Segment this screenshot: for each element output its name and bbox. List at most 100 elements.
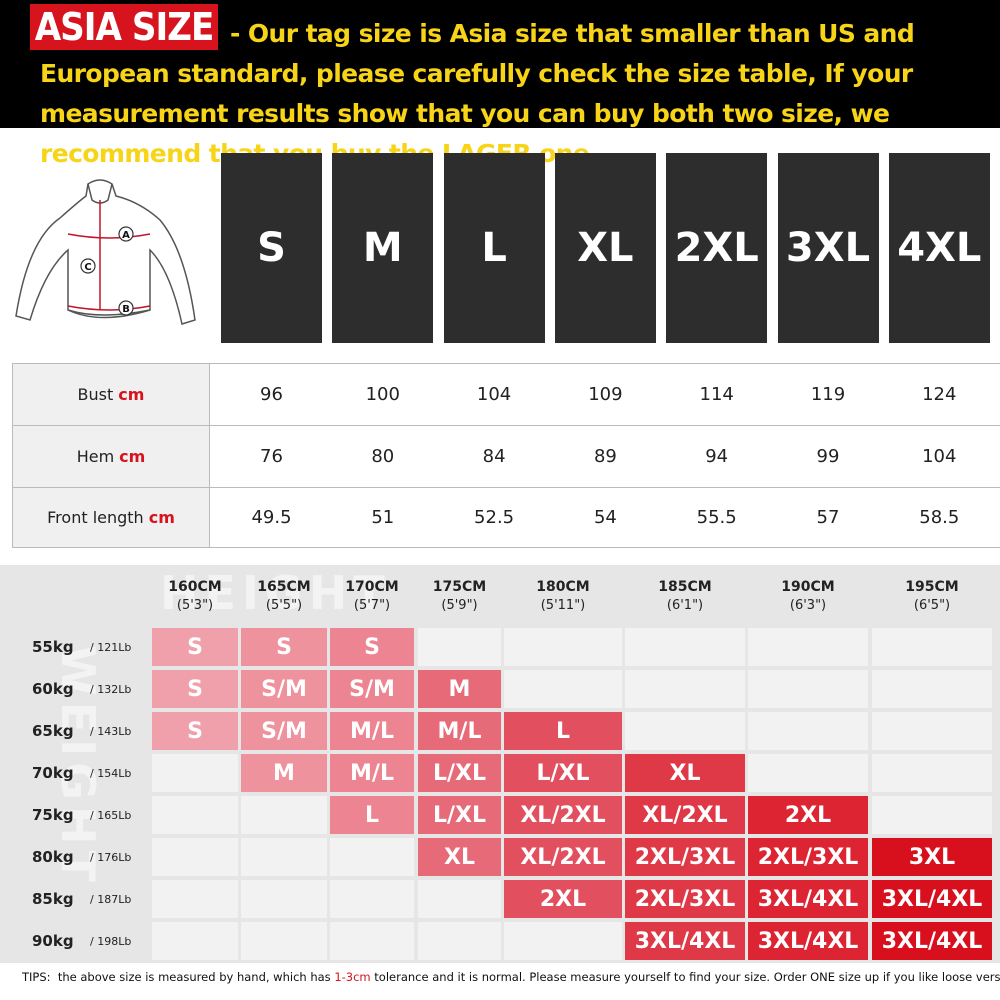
measure-value: 100: [365, 383, 400, 405]
size-cell: 2XL/3XL: [625, 880, 745, 918]
measure-value: 51: [371, 506, 395, 528]
height-ft: (5'11"): [540, 598, 586, 613]
table-line: [210, 547, 1000, 548]
size-box: S: [221, 153, 322, 343]
size-box: L: [443, 153, 545, 343]
size-cell: 2XL/3XL: [748, 838, 868, 876]
size-cell: [330, 880, 414, 918]
weight-lb: / 176Lb: [90, 851, 132, 864]
size-cell: L/XL: [418, 754, 501, 792]
measure-value: 94: [705, 445, 729, 467]
size-cell: XL/2XL: [504, 838, 622, 876]
measure-value: 89: [593, 445, 617, 467]
size-cell: [872, 754, 992, 792]
diagram-label: A: [122, 230, 130, 241]
size-cell: 2XL: [504, 880, 622, 918]
tips-text: tolerance and it is normal. Please measu…: [370, 970, 1000, 984]
size-cell: XL/2XL: [625, 796, 745, 834]
weight-lb: / 121Lb: [90, 641, 132, 654]
size-cell: [152, 796, 238, 834]
size-cell: [872, 670, 992, 708]
weight-lb: / 187Lb: [90, 893, 132, 906]
size-cell: [418, 628, 501, 666]
tips-text: TIPS: the above size is measured by hand…: [22, 970, 335, 984]
measure-label: Front length cm: [12, 487, 210, 548]
measure-label: Hem cm: [12, 425, 210, 488]
measure-name: Bust: [77, 385, 114, 404]
height-cm: 160CM: [168, 579, 222, 595]
measure-value: 104: [922, 445, 957, 467]
size-cell: S/M: [330, 670, 414, 708]
measure-value: 52.5: [474, 506, 515, 528]
measure-value: 84: [482, 445, 506, 467]
table-line: [210, 487, 1000, 488]
size-cell: L/XL: [504, 754, 622, 792]
size-cell: 2XL/3XL: [625, 838, 745, 876]
diagram-label: C: [84, 262, 91, 273]
size-cell: [330, 922, 414, 960]
measure-value: 124: [922, 383, 957, 405]
height-cm: 180CM: [536, 579, 590, 595]
table-line: [210, 425, 1000, 426]
weight-lb: / 198Lb: [90, 935, 132, 948]
size-cell: [872, 628, 992, 666]
height-ft: (5'3"): [176, 598, 214, 613]
size-cell: [241, 922, 327, 960]
measure-value: 104: [476, 383, 512, 405]
measure-unit: cm: [119, 447, 146, 466]
table-line: [210, 363, 1000, 364]
size-cell: 3XL: [872, 838, 992, 876]
size-cell: [625, 628, 745, 666]
size-cell: S: [330, 628, 414, 666]
size-cell: L: [330, 796, 414, 834]
size-cell: S/M: [241, 712, 327, 750]
size-cell: [152, 922, 238, 960]
measure-value: 119: [810, 383, 846, 405]
size-cell: XL/2XL: [504, 796, 622, 834]
size-cell: S/M: [241, 670, 327, 708]
size-box: 2XL: [666, 153, 768, 343]
size-cell: [152, 838, 238, 876]
size-cell: M/L: [330, 754, 414, 792]
size-cell: XL: [625, 754, 745, 792]
weight-lb: / 154Lb: [90, 767, 132, 780]
size-cell: [504, 922, 622, 960]
weight-kg: 55kg: [32, 638, 74, 656]
measure-unit: cm: [118, 385, 145, 404]
height-cm: 175CM: [432, 579, 487, 595]
size-cell: [330, 838, 414, 876]
weight-lb: / 132Lb: [90, 683, 132, 696]
size-cell: [152, 880, 238, 918]
tips: TIPS: the above size is measured by hand…: [22, 970, 1000, 984]
size-cell: [418, 880, 501, 918]
size-box: M: [332, 153, 434, 343]
height-ft: (6'3"): [789, 598, 827, 613]
watermark: HEIGHT: [160, 566, 391, 620]
size-cell: [748, 712, 868, 750]
size-cell: M: [418, 670, 501, 708]
height-cm: 190CM: [781, 579, 835, 595]
size-cell: [241, 838, 327, 876]
weight-kg: 85kg: [32, 890, 74, 908]
size-cell: 3XL/4XL: [872, 880, 992, 918]
size-cell: [504, 628, 622, 666]
size-box: 4XL: [888, 153, 990, 343]
size-cell: S: [152, 628, 238, 666]
weight-kg: 70kg: [32, 764, 74, 782]
size-box: 3XL: [777, 153, 879, 343]
weight-kg: 75kg: [32, 806, 74, 824]
measure-value: 96: [260, 383, 283, 405]
diagram-label: B: [122, 304, 130, 315]
measure-value: 57: [816, 506, 840, 528]
weight-lb: / 165Lb: [90, 809, 132, 822]
size-cell: L: [504, 712, 622, 750]
weight-lb: / 143Lb: [90, 725, 132, 738]
height-ft: (5'9"): [441, 598, 478, 613]
size-cell: M/L: [418, 712, 501, 750]
height-ft: (5'5"): [265, 598, 303, 613]
weight-kg: 90kg: [32, 932, 74, 950]
size-cell: M/L: [330, 712, 414, 750]
size-cell: S: [241, 628, 327, 666]
size-cell: [152, 754, 238, 792]
